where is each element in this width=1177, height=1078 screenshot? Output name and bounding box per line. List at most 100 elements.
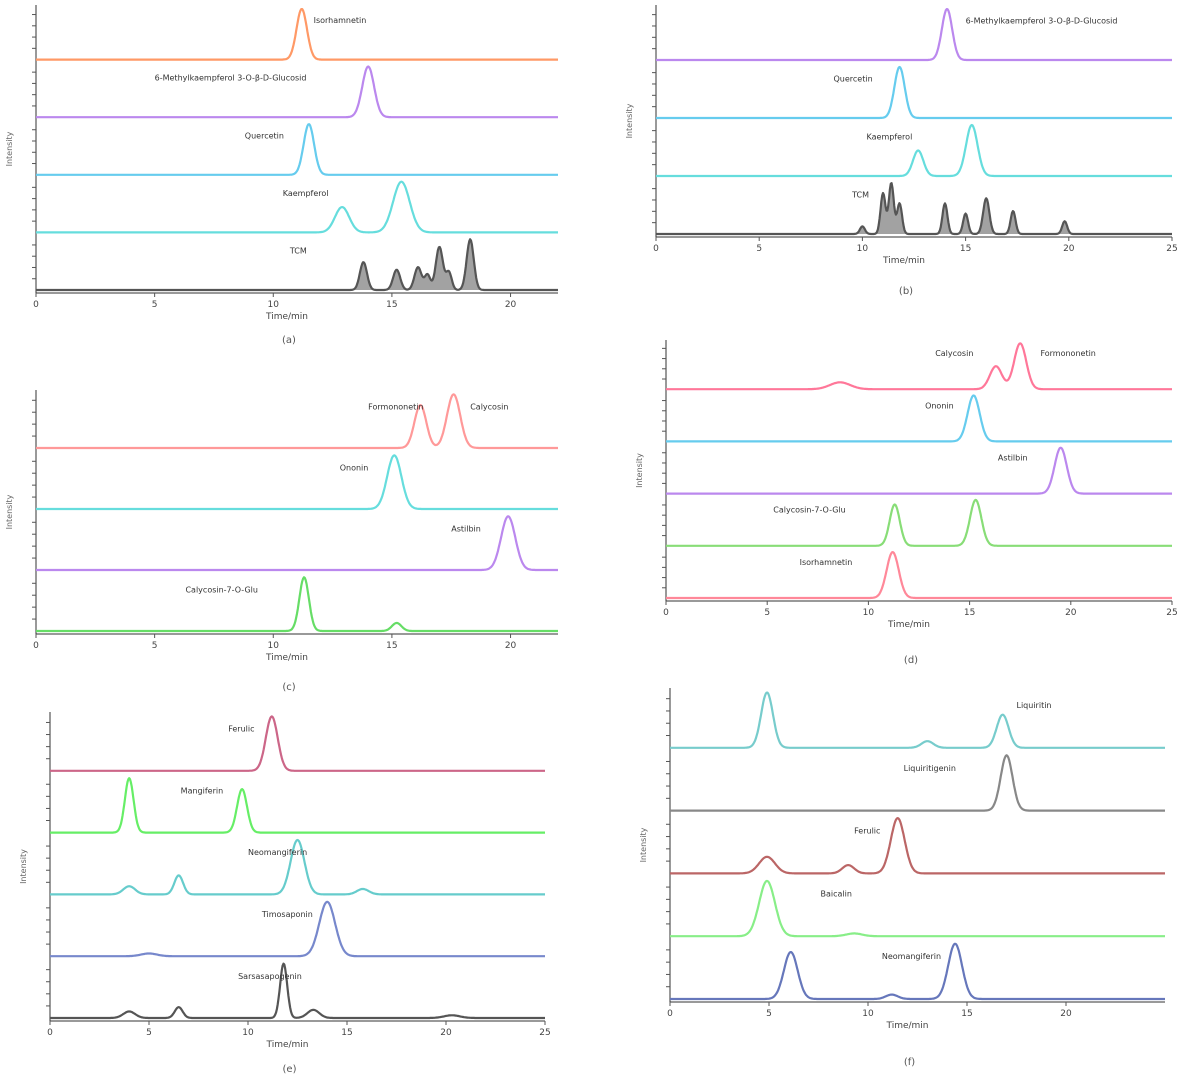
- x-tick-label: 10: [863, 608, 875, 618]
- series-line: [655, 8, 1173, 62]
- series-3: Quercetin: [32, 123, 559, 176]
- peak-annotation: Quercetin: [245, 131, 284, 140]
- series-line: [35, 454, 559, 511]
- x-axis-label: Time/min: [882, 256, 925, 266]
- x-tick-label: 0: [47, 1028, 53, 1038]
- series-line: [655, 182, 1173, 236]
- series-line: [35, 180, 559, 234]
- x-tick-label: 5: [152, 641, 158, 651]
- y-axis-label: Intensity: [19, 849, 28, 884]
- peak-annotation: Sarsasapogenin: [238, 972, 302, 981]
- series-line: [669, 754, 1166, 812]
- x-axis-label: Time/min: [885, 1021, 928, 1031]
- x-tick-label: 20: [440, 1028, 452, 1038]
- series-3: Kaempferol: [652, 123, 1173, 178]
- peak-annotation: Ononin: [925, 401, 954, 410]
- peak-annotation: Calycosin: [935, 349, 973, 358]
- y-axis-label: Intensity: [635, 453, 644, 488]
- series-3: Astilbin: [32, 515, 559, 572]
- series-1: Liquiritin: [666, 691, 1166, 749]
- series-1: Calycosin Formononetin: [662, 342, 1173, 391]
- series-4: Baicalin: [666, 879, 1166, 938]
- peak-annotation: TCM: [851, 190, 869, 199]
- series-2: Liquiritigenin: [666, 754, 1166, 812]
- x-tick-label: 25: [1166, 244, 1177, 254]
- series-2: Quercetin: [652, 65, 1173, 120]
- x-tick-label: 0: [663, 608, 669, 618]
- peak-annotation: Astilbin: [998, 454, 1028, 463]
- x-tick-label: 25: [539, 1028, 550, 1038]
- series-1: Isorhamnetin: [32, 8, 559, 61]
- x-tick-label: 10: [242, 1028, 254, 1038]
- peak-annotation: TCM: [289, 247, 307, 256]
- series-line: [49, 777, 546, 834]
- series-fill: [36, 239, 558, 290]
- peak-annotation: Kaempferol: [283, 189, 329, 198]
- x-tick-label: 20: [1063, 244, 1075, 254]
- series-line: [49, 838, 546, 896]
- series-line: [35, 238, 559, 292]
- peak-annotation: Calycosin-7-O-Glu: [185, 585, 257, 594]
- x-tick-label: 0: [667, 1009, 673, 1019]
- peak-annotation: Baicalin: [820, 889, 851, 898]
- series-fill: [656, 183, 1172, 234]
- peak-annotation: Ferulic: [854, 827, 880, 836]
- peak-annotation: Calycosin: [470, 402, 508, 411]
- series-2: Ononin: [32, 454, 559, 511]
- series-4: TCM: [652, 182, 1173, 236]
- x-axis-label: Time/min: [265, 653, 308, 663]
- series-line: [665, 342, 1173, 391]
- x-tick-label: 10: [862, 1009, 874, 1019]
- x-tick-label: 20: [1060, 1009, 1072, 1019]
- chart-panel-1: 0 5 10 15 20 Time/min Intensity Isorhamnetin 6-M…: [5, 5, 559, 346]
- series-line: [35, 65, 559, 119]
- x-tick-label: 20: [505, 300, 517, 310]
- x-tick-label: 5: [152, 300, 158, 310]
- series-5: Sarsasapogenin: [46, 962, 546, 1020]
- peak-annotation: Quercetin: [834, 74, 873, 83]
- y-axis-label: Intensity: [5, 494, 14, 529]
- x-tick-label: 5: [146, 1028, 152, 1038]
- x-tick-label: 5: [766, 1009, 772, 1019]
- peak-annotation: Mangiferin: [181, 786, 224, 795]
- x-tick-label: 25: [1166, 608, 1177, 618]
- y-axis-label: Intensity: [625, 103, 634, 138]
- x-axis-label: Time/min: [887, 620, 930, 630]
- peak-annotation: Formononetin: [1040, 349, 1095, 358]
- peak-annotation: Astilbin: [451, 524, 481, 533]
- series-1: 6-Methylkaempferol 3-O-β-D-Glucosid: [652, 8, 1173, 62]
- series-line: [49, 900, 546, 958]
- x-tick-label: 10: [268, 641, 280, 651]
- series-1: Ferulic: [46, 715, 546, 772]
- x-tick-label: 5: [764, 608, 770, 618]
- series-line: [665, 394, 1173, 443]
- subplot-label: (e): [283, 1064, 297, 1075]
- series-line: [49, 962, 546, 1020]
- series-5: Neomangiferin: [666, 942, 1166, 1001]
- series-5: TCM: [32, 238, 559, 292]
- chart-panel-2: 0 5 10 15 20 25 Time/min Intensity 6-Methylkaemp…: [625, 5, 1177, 297]
- x-tick-label: 5: [756, 244, 762, 254]
- series-line: [655, 123, 1173, 178]
- x-tick-label: 15: [386, 300, 397, 310]
- x-tick-label: 15: [964, 608, 975, 618]
- x-tick-label: 15: [960, 244, 971, 254]
- x-tick-label: 15: [386, 641, 397, 651]
- peak-annotation: 6-Methylkaempferol 3-O-β-D-Glucosid: [966, 16, 1118, 25]
- peak-annotation: Ferulic: [228, 725, 254, 734]
- peak-annotation: Kaempferol: [867, 132, 913, 141]
- series-line: [35, 8, 559, 61]
- series-line: [669, 691, 1166, 749]
- series-line: [669, 879, 1166, 938]
- subplot-label: (c): [282, 682, 295, 693]
- series-4: Kaempferol: [32, 180, 559, 234]
- series-line: [665, 498, 1173, 547]
- series-5: Isorhamnetin: [662, 551, 1173, 600]
- x-tick-label: 15: [341, 1028, 352, 1038]
- x-tick-label: 0: [653, 244, 659, 254]
- x-tick-label: 0: [33, 300, 39, 310]
- series-line: [35, 123, 559, 176]
- chart-panel-5: 0 5 10 15 20 25 Time/min Intensity Ferulic Mangif…: [19, 712, 551, 1075]
- series-3: Ferulic: [666, 817, 1166, 875]
- y-axis-label: Intensity: [639, 827, 648, 862]
